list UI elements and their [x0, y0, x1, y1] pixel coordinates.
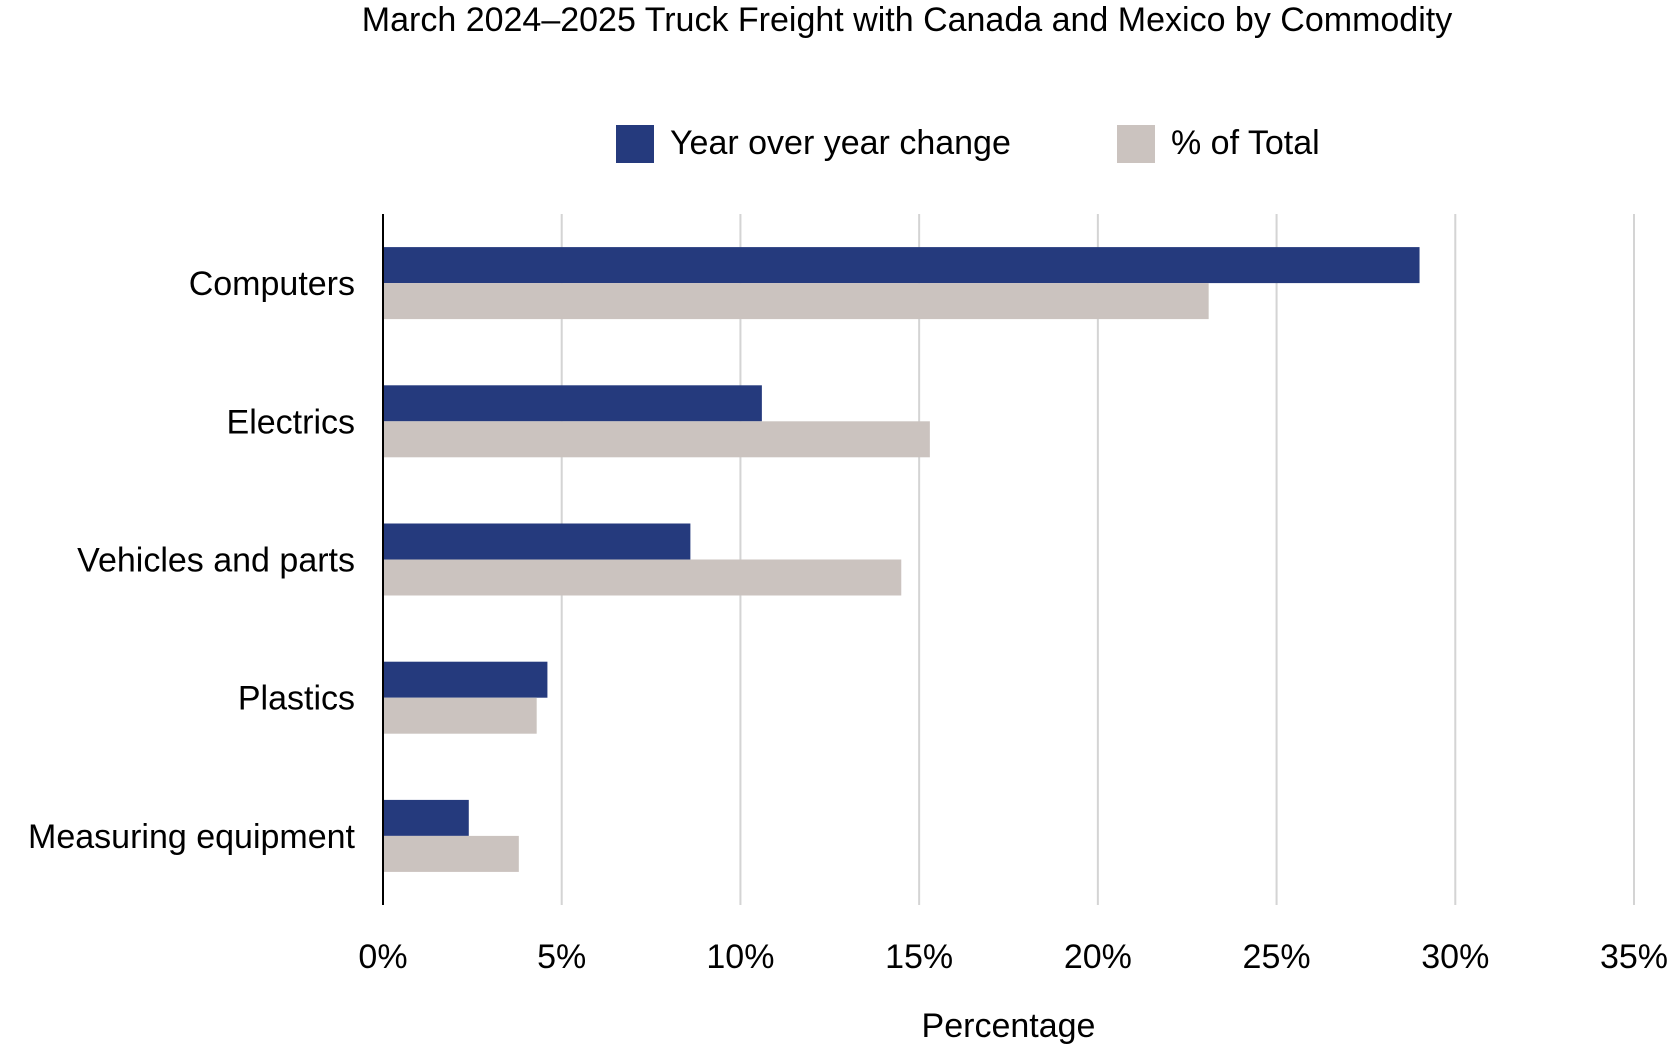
- bar-yoy-2: [383, 523, 691, 560]
- legend-item-yoy: Year over year change: [616, 124, 1011, 163]
- y-category-label-3: Plastics: [238, 680, 355, 718]
- legend-label-yoy: Year over year change: [670, 124, 1011, 162]
- x-tick-label-3: 15%: [885, 938, 953, 976]
- y-category-label-2: Vehicles and parts: [77, 542, 355, 580]
- y-category-label-1: Electrics: [227, 403, 355, 441]
- x-tick-label-0: 0%: [358, 938, 407, 976]
- bar-total-4: [383, 835, 519, 872]
- bar-total-2: [383, 559, 902, 596]
- bar-yoy-1: [383, 385, 762, 422]
- x-tick-label-4: 20%: [1064, 938, 1132, 976]
- legend-swatch-yoy: [616, 124, 654, 163]
- bar-total-0: [383, 283, 1209, 320]
- y-category-label-4: Measuring equipment: [28, 818, 356, 856]
- x-axis-title: Percentage: [922, 1007, 1096, 1045]
- legend-label-total: % of Total: [1171, 124, 1320, 162]
- bar-total-3: [383, 697, 537, 734]
- legend-item-total: % of Total: [1117, 124, 1320, 163]
- x-tick-label-1: 5%: [537, 938, 586, 976]
- x-tick-label-7: 35%: [1600, 938, 1668, 976]
- y-category-label-0: Computers: [189, 265, 355, 303]
- bar-yoy-3: [383, 661, 548, 698]
- x-tick-label-6: 30%: [1421, 938, 1489, 976]
- bar-total-1: [383, 421, 930, 458]
- bar-yoy-0: [383, 247, 1420, 284]
- x-tick-label-5: 25%: [1243, 938, 1311, 976]
- legend: Year over year change % of Total: [0, 124, 1674, 168]
- chart-title: March 2024–2025 Truck Freight with Canad…: [361, 1, 1453, 39]
- legend-swatch-total: [1117, 124, 1155, 163]
- x-tick-label-2: 10%: [706, 938, 774, 976]
- bar-yoy-4: [383, 799, 469, 836]
